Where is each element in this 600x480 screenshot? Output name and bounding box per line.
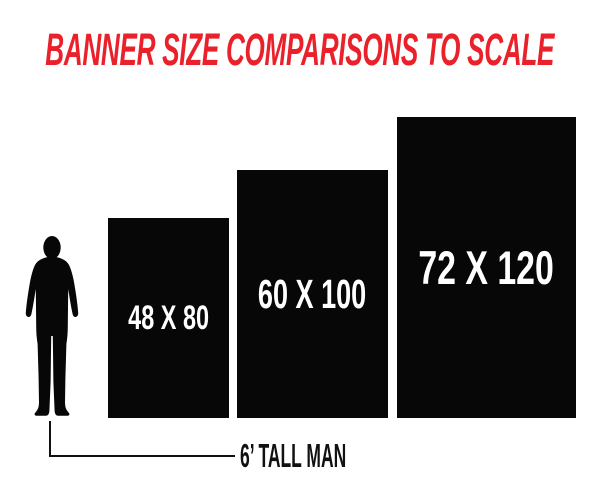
callout-vertical-line: [49, 421, 51, 457]
man-height-label: 6’ TALL MAN: [240, 436, 347, 474]
banner-72x120-label: 72 X 120: [418, 241, 555, 294]
man-silhouette: [24, 236, 80, 416]
callout-horizontal-line: [49, 455, 235, 457]
banner-60x100: 60 X 100: [237, 170, 388, 418]
banner-60x100-label: 60 X 100: [258, 270, 367, 317]
man-silhouette-figure: [25, 236, 79, 416]
page-title: BANNER SIZE COMPARISONS TO SCALE: [45, 23, 555, 75]
title-row: BANNER SIZE COMPARISONS TO SCALE: [0, 23, 600, 75]
banner-48x80: 48 X 80: [108, 218, 229, 418]
banner-48x80-label: 48 X 80: [128, 299, 209, 337]
callout-label-row: 6’ TALL MAN: [240, 436, 440, 474]
banner-72x120: 72 X 120: [397, 117, 576, 418]
